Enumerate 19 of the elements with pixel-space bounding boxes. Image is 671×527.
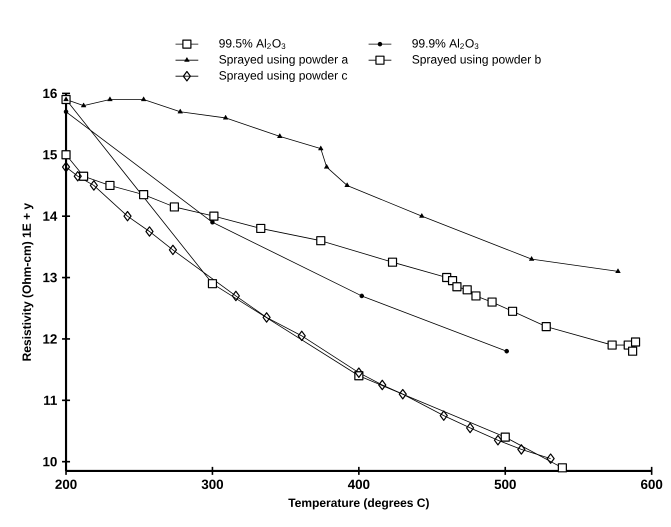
legend-label: Sprayed using powder b bbox=[412, 54, 541, 66]
y-tick-label: 16 bbox=[43, 88, 57, 98]
y-tick-label: 12 bbox=[43, 334, 57, 344]
legend-label: 99.5% Al$_{2}$O$_{3}$ bbox=[219, 38, 286, 50]
y-axis-title: Resistivity (Ohm-cm) 1E + y bbox=[22, 203, 34, 361]
x-axis-title: Temperature (degrees C) bbox=[288, 498, 429, 510]
y-tick-label: 14 bbox=[43, 212, 58, 221]
y-tick-label: 10 bbox=[43, 457, 57, 466]
x-tick-label: 300 bbox=[202, 480, 224, 490]
legend-label: Sprayed using powder a bbox=[219, 54, 348, 66]
legend-label: 99.9% Al$_{2}$O$_{3}$ bbox=[412, 38, 478, 50]
y-tick-label: 13 bbox=[43, 272, 57, 282]
x-tick-label: 500 bbox=[494, 480, 516, 490]
y-tick-label: 11 bbox=[44, 396, 57, 405]
x-tick-label: 400 bbox=[348, 480, 370, 490]
y-tick-label: 15 bbox=[43, 150, 57, 160]
x-tick-label: 200 bbox=[55, 480, 77, 490]
legend-label: Sprayed using powder c bbox=[219, 70, 348, 82]
x-tick-label: 600 bbox=[641, 480, 662, 490]
